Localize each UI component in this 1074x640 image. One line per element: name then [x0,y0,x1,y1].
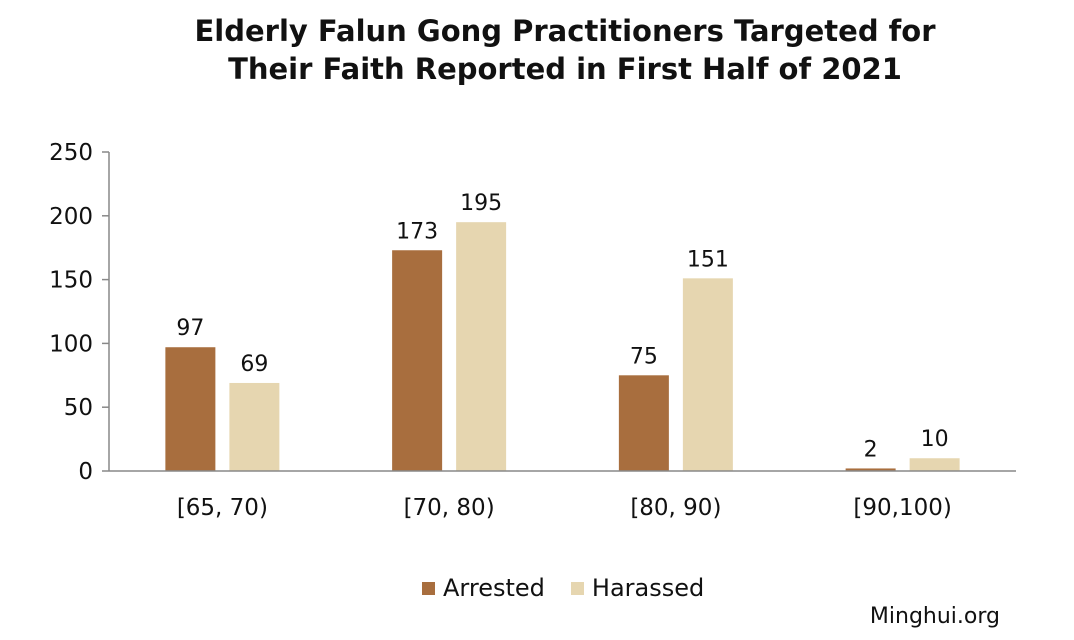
bar-harassed [456,222,507,471]
data-label-arrested: 97 [176,316,204,341]
y-tick-label: 150 [49,268,93,294]
data-label-arrested: 2 [864,437,878,462]
data-label-arrested: 75 [630,344,658,369]
bar-arrested [618,375,669,471]
y-tick-label: 200 [49,204,93,230]
bar-arrested [392,250,443,471]
legend-swatch-harassed [570,581,584,595]
x-tick-label: [65, 70) [177,495,268,521]
legend-swatch-arrested [422,581,435,595]
bar-arrested [845,468,896,471]
data-label-harassed: 151 [687,247,729,272]
x-tick-label: [90,100) [853,495,951,521]
bar-harassed [229,382,280,471]
x-tick-label: [80, 90) [630,495,721,521]
legend-label-harassed: Harassed [591,574,705,602]
bar-harassed [909,458,960,471]
legend-item-harassed: Harassed [570,574,705,602]
legend: Arrested Harassed [422,574,730,602]
y-tick-label: 50 [64,395,93,421]
chart-title-line-2: Their Faith Reported in First Half of 20… [228,52,902,86]
x-tick-label: [70, 80) [404,495,495,521]
data-label-harassed: 195 [460,191,502,216]
y-tick-label: 0 [78,459,93,485]
y-tick-label: 100 [49,331,93,357]
bar-harassed [682,278,733,471]
y-tick-label: 250 [49,140,93,166]
data-label-harassed: 10 [921,427,949,452]
bar-arrested [165,347,216,471]
data-label-arrested: 173 [396,219,438,244]
legend-label-arrested: Arrested [443,574,545,602]
source-credit: Minghui.org [869,604,1000,629]
data-label-harassed: 69 [240,352,268,377]
legend-item-arrested: Arrested [422,574,545,602]
chart-title: Elderly Falun Gong Practitioners Targete… [0,12,1074,88]
chart-title-line-1: Elderly Falun Gong Practitioners Targete… [194,14,936,48]
